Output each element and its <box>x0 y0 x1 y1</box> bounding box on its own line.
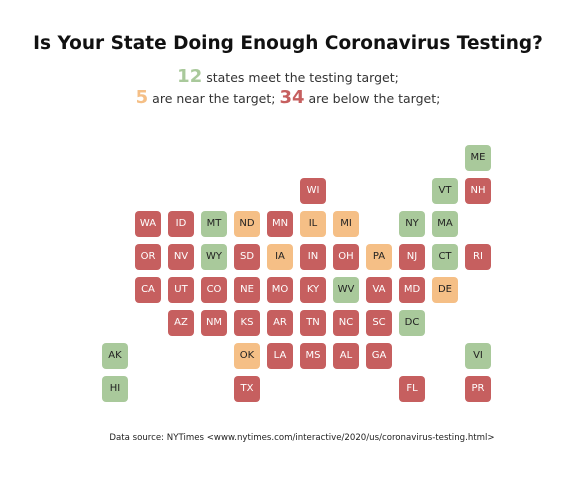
state-tile-mi: MI <box>333 211 359 237</box>
state-tile-mo: MO <box>267 277 293 303</box>
state-tile-mn: MN <box>267 211 293 237</box>
state-tile-md: MD <box>399 277 425 303</box>
state-tile-de: DE <box>432 277 458 303</box>
state-tile-ms: MS <box>300 343 326 369</box>
state-tile-ut: UT <box>168 277 194 303</box>
state-tile-ia: IA <box>267 244 293 270</box>
state-tile-me: ME <box>465 145 491 171</box>
state-tile-hi: HI <box>102 376 128 402</box>
state-tile-in: IN <box>300 244 326 270</box>
state-tile-ny: NY <box>399 211 425 237</box>
state-tile-ar: AR <box>267 310 293 336</box>
state-tile-mt: MT <box>201 211 227 237</box>
state-tile-tn: TN <box>300 310 326 336</box>
state-tile-oh: OH <box>333 244 359 270</box>
subtitle-line-2: 5 are near the target; 34 are below the … <box>0 87 576 108</box>
state-tile-id: ID <box>168 211 194 237</box>
state-tile-vt: VT <box>432 178 458 204</box>
state-tile-dc: DC <box>399 310 425 336</box>
state-tile-ne: NE <box>234 277 260 303</box>
state-tile-tx: TX <box>234 376 260 402</box>
state-tile-ct: CT <box>432 244 458 270</box>
state-tile-nc: NC <box>333 310 359 336</box>
state-tile-wv: WV <box>333 277 359 303</box>
state-tile-ri: RI <box>465 244 491 270</box>
state-tile-wi: WI <box>300 178 326 204</box>
state-tile-wa: WA <box>135 211 161 237</box>
below-count: 34 <box>279 87 305 108</box>
state-tile-la: LA <box>267 343 293 369</box>
state-tile-pr: PR <box>465 376 491 402</box>
state-tile-or: OR <box>135 244 161 270</box>
chart-title: Is Your State Doing Enough Coronavirus T… <box>33 33 543 54</box>
state-tile-az: AZ <box>168 310 194 336</box>
subtitle-line-1: 12 states meet the testing target; <box>0 66 576 87</box>
state-tile-sc: SC <box>366 310 392 336</box>
state-tile-co: CO <box>201 277 227 303</box>
state-tile-sd: SD <box>234 244 260 270</box>
state-tile-ks: KS <box>234 310 260 336</box>
state-tile-ok: OK <box>234 343 260 369</box>
meet-text: states meet the testing target; <box>206 70 399 85</box>
state-tile-vi: VI <box>465 343 491 369</box>
state-tile-al: AL <box>333 343 359 369</box>
state-tile-ga: GA <box>366 343 392 369</box>
state-tile-ca: CA <box>135 277 161 303</box>
meet-count: 12 <box>177 66 203 87</box>
below-text: are below the target; <box>308 91 441 106</box>
state-tile-ky: KY <box>300 277 326 303</box>
state-tile-pa: PA <box>366 244 392 270</box>
state-tile-ak: AK <box>102 343 128 369</box>
state-tile-nj: NJ <box>399 244 425 270</box>
near-text: are near the target; <box>152 91 276 106</box>
state-tile-il: IL <box>300 211 326 237</box>
state-tile-ma: MA <box>432 211 458 237</box>
data-source-note: Data source: NYTimes <www.nytimes.com/in… <box>109 433 495 443</box>
state-tile-nm: NM <box>201 310 227 336</box>
state-tile-nv: NV <box>168 244 194 270</box>
state-tile-fl: FL <box>399 376 425 402</box>
near-count: 5 <box>135 87 149 108</box>
state-tile-nd: ND <box>234 211 260 237</box>
state-tile-va: VA <box>366 277 392 303</box>
state-tile-wy: WY <box>201 244 227 270</box>
state-tile-nh: NH <box>465 178 491 204</box>
